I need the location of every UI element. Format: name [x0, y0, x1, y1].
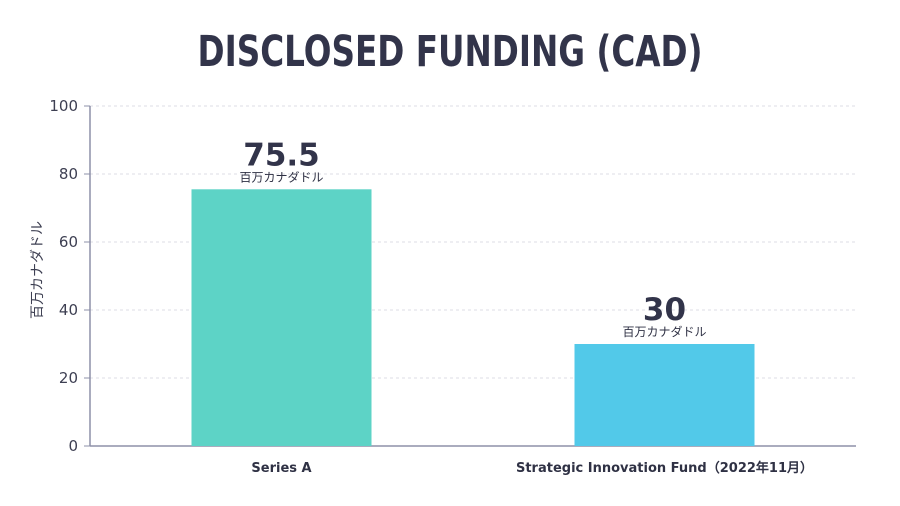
y-axis-ticks: 0 20 40 60 80 100: [49, 97, 90, 455]
value-label-1: 30: [643, 292, 686, 328]
unit-label-0: 百万カナダドル: [239, 169, 323, 184]
value-label-0: 75.5: [243, 137, 320, 173]
y-tick-label-80: 80: [59, 165, 78, 183]
bar-series-a: [191, 189, 372, 447]
bar-strategic-innovation-fund: [574, 344, 755, 446]
chart-title: DISCLOSED FUNDING (CAD): [198, 27, 703, 77]
unit-label-1: 百万カナダドル: [622, 324, 706, 339]
y-tick-label-20: 20: [59, 369, 78, 387]
y-axis-label: 百万カナダドル: [30, 221, 46, 319]
y-tick-label-100: 100: [49, 97, 78, 115]
y-tick-label-0: 0: [68, 437, 78, 455]
bar-series: [191, 189, 755, 447]
y-tick-label-60: 60: [59, 233, 78, 251]
category-label-1: Strategic Innovation Fund（2022年11月）: [516, 460, 813, 476]
category-label-0: Series A: [251, 461, 311, 476]
y-tick-label-40: 40: [59, 301, 78, 319]
